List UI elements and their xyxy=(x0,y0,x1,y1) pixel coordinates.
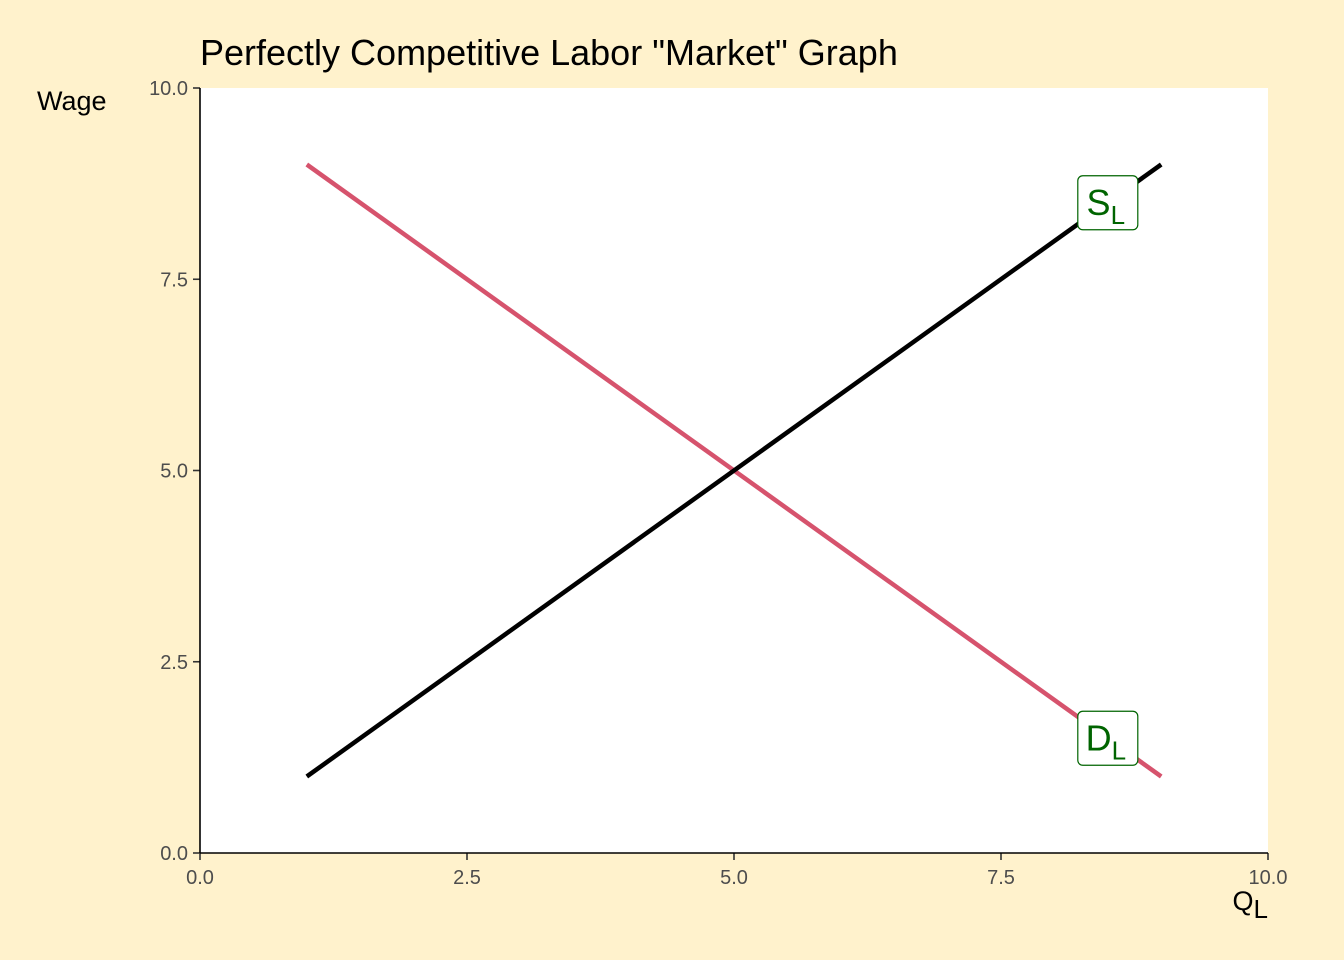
demand-label-box xyxy=(1077,710,1139,766)
y-axis: 0.0 2.5 5.0 7.5 10.0 xyxy=(149,78,200,865)
x-axis-title-main: Q xyxy=(1233,886,1254,916)
x-tick-label: 2.5 xyxy=(453,867,481,889)
curves xyxy=(305,162,1163,779)
x-tick-label: 0.0 xyxy=(186,867,214,889)
supply-curve xyxy=(305,162,1163,779)
supply-label: SL xyxy=(1077,175,1139,231)
x-tick-label: 7.5 xyxy=(987,867,1015,889)
demand-label-main: D xyxy=(1086,717,1112,758)
x-axis-title-sub: L xyxy=(1254,894,1268,924)
y-axis-title: Wage xyxy=(37,86,107,116)
supply-label-sub: L xyxy=(1111,200,1125,230)
x-axis-title: QL xyxy=(1233,886,1268,924)
demand-label-sub: L xyxy=(1112,735,1126,765)
chart-title: Perfectly Competitive Labor "Market" Gra… xyxy=(200,32,898,73)
y-tick-label: 2.5 xyxy=(160,652,188,674)
y-tick-label: 10.0 xyxy=(149,78,188,100)
x-axis: 0.0 2.5 5.0 7.5 10.0 xyxy=(186,853,1287,889)
y-tick-label: 5.0 xyxy=(160,461,188,483)
supply-label-text: SL xyxy=(1087,182,1125,230)
x-tick-label: 10.0 xyxy=(1249,867,1288,889)
y-tick-label: 7.5 xyxy=(160,269,188,291)
supply-label-box xyxy=(1077,175,1139,231)
x-tick-label: 5.0 xyxy=(720,867,748,889)
demand-label: DL xyxy=(1077,710,1139,766)
supply-label-main: S xyxy=(1087,182,1111,223)
demand-label-text: DL xyxy=(1086,717,1126,765)
y-tick-label: 0.0 xyxy=(160,843,188,865)
